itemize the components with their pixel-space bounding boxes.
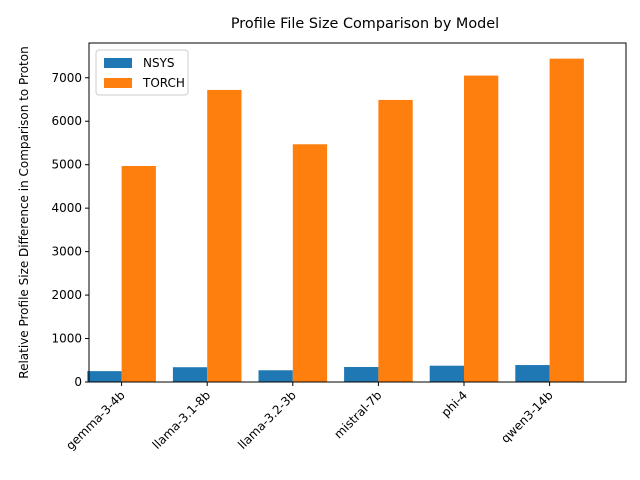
x-tick-label: llama-3.2-3b xyxy=(235,388,299,452)
bar-nsys xyxy=(87,371,122,382)
y-axis-title: Relative Profile Size Difference in Comp… xyxy=(17,46,31,378)
legend-swatch-torch xyxy=(104,78,132,88)
bar-nsys xyxy=(258,370,293,382)
bar-torch xyxy=(207,89,242,382)
x-tick-label: phi-4 xyxy=(439,388,470,419)
bar-torch xyxy=(121,165,156,382)
legend: NSYS TORCH xyxy=(95,49,189,96)
y-tick-label: 3000 xyxy=(51,245,82,259)
x-tick-label: llama-3.1-8b xyxy=(150,388,214,452)
bar-nsys xyxy=(429,365,464,382)
y-axis: 0 1000 2000 3000 4000 5000 6000 7000 xyxy=(51,71,89,389)
y-tick-label: 5000 xyxy=(51,158,82,172)
legend-label-torch: TORCH xyxy=(142,76,185,90)
legend-swatch-nsys xyxy=(104,58,132,68)
bars xyxy=(87,58,584,383)
x-axis: gemma-3-4b llama-3.1-8b llama-3.2-3b mistra… xyxy=(63,382,556,453)
bar-torch xyxy=(292,144,328,382)
y-tick-label: 7000 xyxy=(51,71,82,85)
y-tick-label: 1000 xyxy=(51,332,82,346)
legend-label-nsys: NSYS xyxy=(143,56,175,70)
x-tick-label: qwen3-14b xyxy=(498,388,555,445)
bar-nsys xyxy=(172,367,208,382)
chart-title: Profile File Size Comparison by Model xyxy=(231,16,499,32)
plot-frame xyxy=(88,42,627,383)
bar-torch xyxy=(549,58,584,383)
bar-torch xyxy=(464,75,499,382)
bar-nsys xyxy=(515,365,550,382)
y-tick-label: 2000 xyxy=(51,288,82,302)
x-tick-label: mistral-7b xyxy=(331,388,384,441)
x-tick-label: gemma-3-4b xyxy=(63,388,128,453)
y-tick-label: 4000 xyxy=(51,201,82,215)
bar-nsys xyxy=(344,367,379,382)
y-tick-label: 6000 xyxy=(51,114,82,128)
bar-torch xyxy=(378,99,413,382)
y-tick-label: 0 xyxy=(74,375,82,389)
